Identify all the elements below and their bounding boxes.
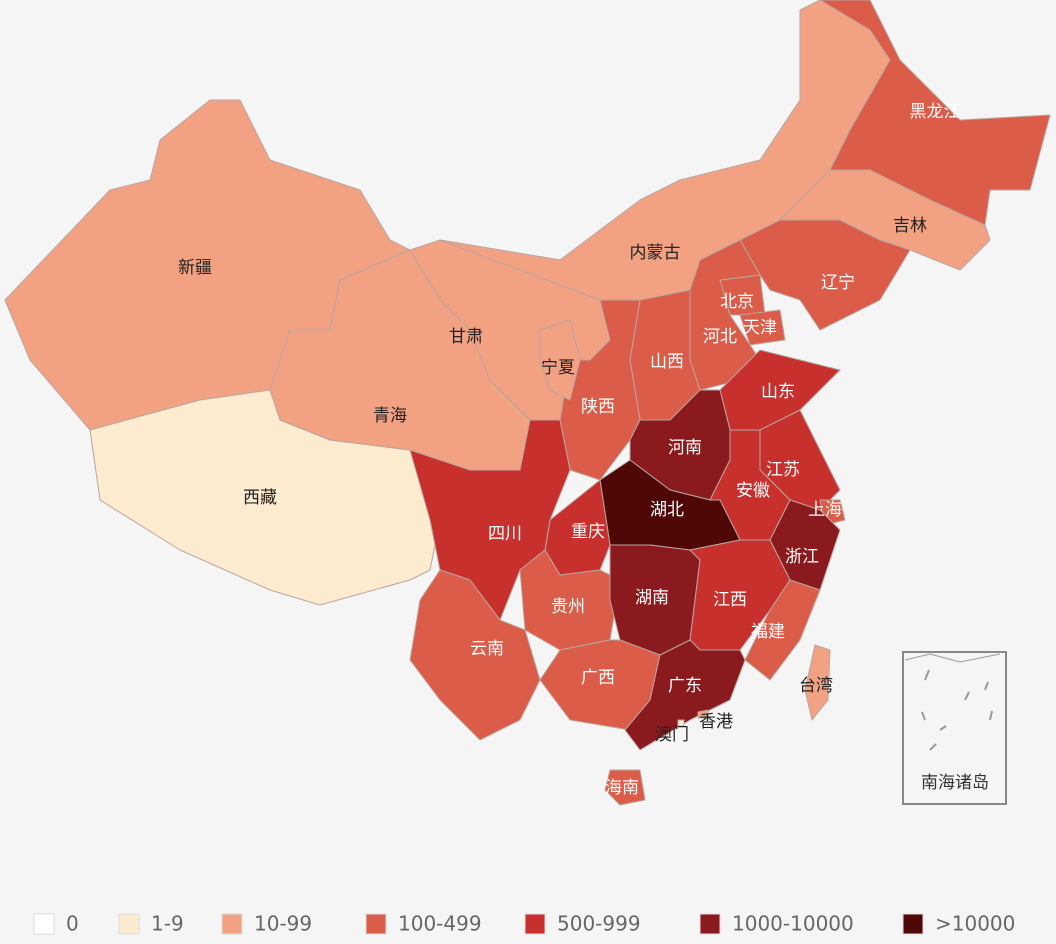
- legend-label: 1000-10000: [732, 912, 854, 936]
- province-label: 台湾: [799, 676, 833, 696]
- province: [804, 644, 831, 721]
- province-label: 青海: [373, 406, 407, 426]
- province-label: 北京: [720, 292, 754, 312]
- legend-swatch: [221, 913, 243, 935]
- legend-swatch: [118, 913, 140, 935]
- province-label: 河北: [703, 327, 737, 347]
- legend-label: 100-499: [398, 912, 482, 936]
- province-label: 江苏: [766, 460, 800, 480]
- province-label: 黑龙江: [910, 102, 961, 122]
- province: [559, 299, 641, 481]
- province-label: 内蒙古: [630, 243, 681, 263]
- province-label: 安徽: [736, 481, 770, 501]
- province: [539, 319, 581, 401]
- provinces: [4, 0, 1051, 806]
- province-label: 云南: [470, 639, 504, 659]
- province-label: 新疆: [178, 258, 212, 278]
- province-label: 贵州: [551, 597, 585, 617]
- province-label: 四川: [488, 524, 522, 544]
- province-label: 海南: [605, 778, 639, 798]
- province-label: 甘肃: [449, 327, 483, 347]
- inset-label: 南海诸岛: [921, 773, 989, 793]
- province-label: 重庆: [571, 522, 605, 542]
- province-label: 吉林: [893, 216, 927, 236]
- province-label: 福建: [751, 622, 785, 642]
- province-label: 陕西: [581, 397, 615, 417]
- legend-swatch: [902, 913, 924, 935]
- inset-coast: [904, 653, 1001, 663]
- legend-swatch: [524, 913, 546, 935]
- province-label: 香港: [699, 712, 733, 732]
- province-label: 宁夏: [541, 358, 575, 378]
- province-label: 湖北: [650, 500, 684, 520]
- south-sea-inset: 南海诸岛: [902, 651, 1007, 805]
- province-label: 澳门: [655, 725, 689, 745]
- legend-label: 1-9: [151, 912, 184, 936]
- province: [689, 539, 791, 651]
- province-label: 山东: [761, 382, 795, 402]
- legend-swatch: [365, 913, 387, 935]
- province-label: 浙江: [785, 547, 819, 567]
- province-label: 辽宁: [821, 273, 855, 293]
- inset-islands: [921, 669, 993, 751]
- province-label: 天津: [743, 318, 777, 338]
- province-label: 江西: [713, 590, 747, 610]
- province-label: 西藏: [243, 488, 277, 508]
- province: [697, 709, 709, 719]
- province-label: 山西: [650, 352, 684, 372]
- province: [409, 569, 541, 741]
- legend-label: 10-99: [254, 912, 312, 936]
- legend-swatch: [33, 913, 55, 935]
- legend-label: 500-999: [557, 912, 641, 936]
- province-label: 上海: [808, 500, 842, 520]
- province-label: 河南: [668, 438, 702, 458]
- legend-label: 0: [66, 912, 79, 936]
- legend-label: >10000: [935, 912, 1015, 936]
- province: [739, 309, 786, 346]
- province-label: 湖南: [635, 588, 669, 608]
- inset-frame: [902, 651, 1007, 805]
- province: [677, 719, 685, 727]
- legend: 0 1-9 10-99 100-499 500-999 1000-10000 >10000: [33, 912, 1015, 936]
- province: [604, 769, 646, 806]
- province: [624, 639, 746, 751]
- legend-swatch: [699, 913, 721, 935]
- province-label: 广西: [581, 668, 615, 688]
- province-label: 广东: [668, 676, 702, 696]
